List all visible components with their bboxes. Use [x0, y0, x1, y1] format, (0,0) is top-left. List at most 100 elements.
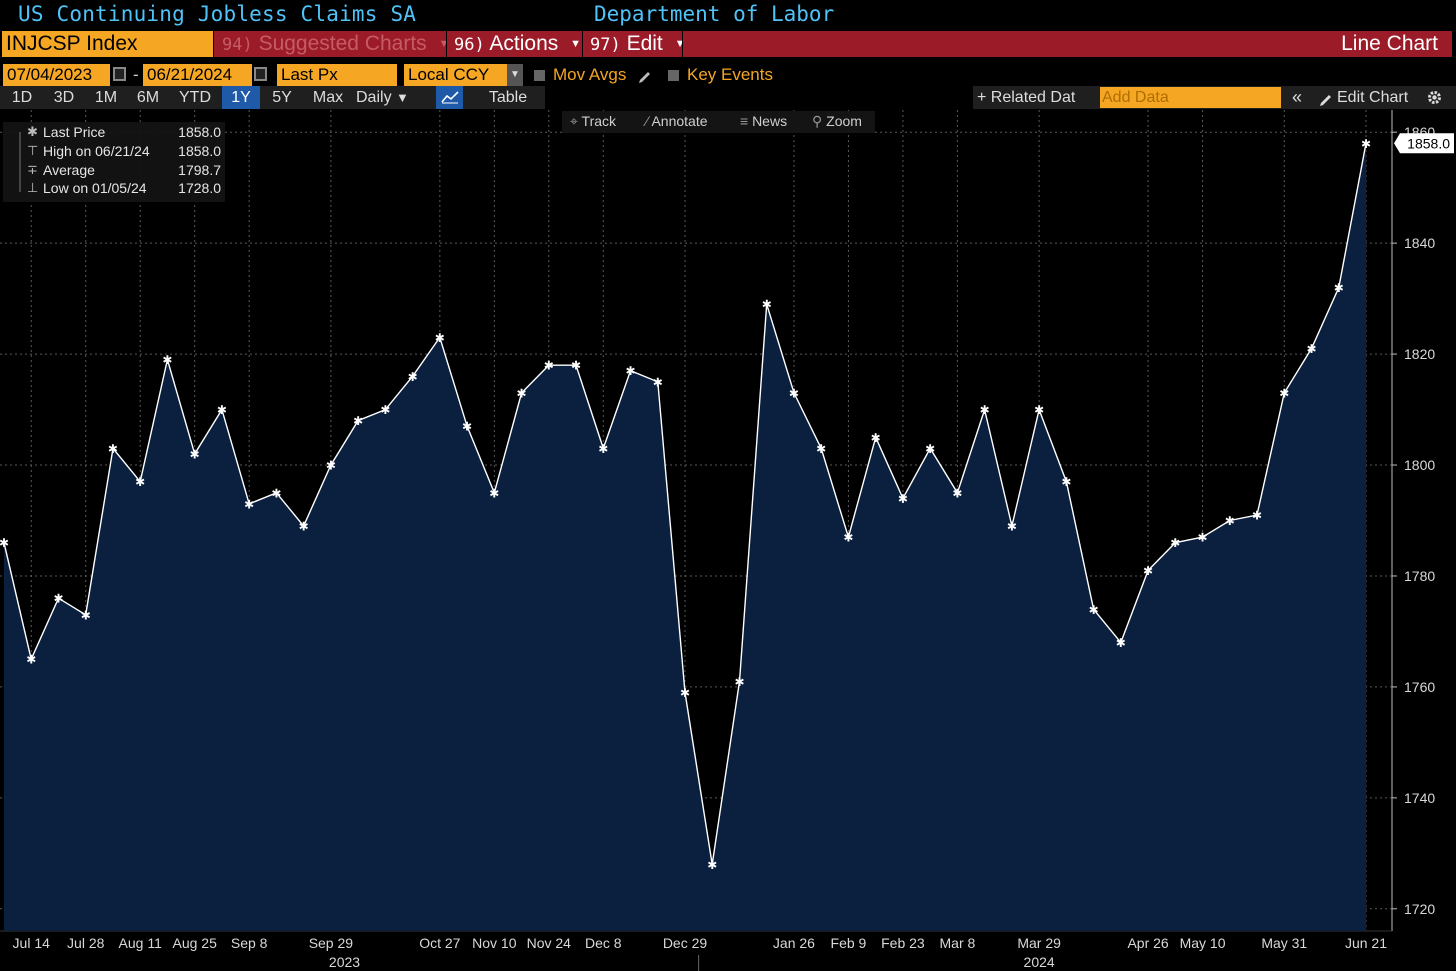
start-date-field[interactable]: 07/04/2023: [3, 64, 110, 86]
chevron-down-icon: ▼: [674, 38, 686, 51]
data-point: ✱: [734, 675, 744, 689]
key-events-toggle[interactable]: Key Events: [668, 64, 773, 86]
data-point: ✱: [816, 442, 826, 456]
data-point: ✱: [1306, 342, 1316, 356]
line-chart[interactable]: ✱ ✱ ✱ ✱ ✱ ✱ ✱ ✱ ✱ ✱ ✱ ✱ ✱ ✱ ✱ ✱ ✱ ✱ ✱ ✱ ✱ ✱ ✱ ✱ ✱ ✱ ✱ ✱ ✱ ✱ ✱ ✱ ✱ ✱ ✱ ✱ ✱ ✱ ✱ ✱…: [0, 110, 1456, 971]
mov-avgs-toggle[interactable]: Mov Avgs: [534, 64, 626, 86]
chart-tools: ⌖ Track ∕ Annotate ≡ News ⚲ Zoom: [562, 111, 875, 133]
data-point: ✱: [1061, 475, 1071, 489]
x-tick-label: May 10: [1180, 935, 1226, 951]
data-point: ✱: [26, 653, 36, 667]
pencil-icon[interactable]: [1318, 90, 1334, 106]
end-date-field[interactable]: 06/21/2024: [143, 64, 252, 86]
gear-icon[interactable]: [1426, 89, 1443, 106]
actions-menu[interactable]: 96) Actions ▼: [454, 31, 581, 57]
data-point: ✱: [489, 486, 499, 500]
year-label: 2023: [329, 954, 360, 970]
high-marker-icon: ⊤: [27, 143, 39, 158]
calendar-icon[interactable]: [254, 67, 267, 81]
price-line: [3, 143, 1367, 865]
date-dash: -: [133, 65, 139, 84]
data-point: ✱: [1143, 564, 1153, 578]
data-point: ✱: [53, 592, 63, 606]
menu-divider: [582, 31, 583, 57]
mov-avgs-label: Mov Avgs: [553, 65, 627, 84]
legend-value: 1858.0: [178, 124, 221, 140]
zoom-tool[interactable]: ⚲ Zoom: [812, 113, 862, 130]
y-tick-label: 1780: [1404, 568, 1435, 584]
data-point: ✱: [871, 431, 881, 445]
suggested-charts-label: Suggested Charts: [258, 32, 427, 55]
data-point: ✱: [326, 459, 336, 473]
data-point: ✱: [108, 442, 118, 456]
y-tick-label: 1740: [1404, 790, 1435, 806]
table-button[interactable]: Table: [488, 89, 528, 106]
chevron-down-icon: ▼: [570, 38, 582, 51]
menu-divider: [446, 31, 447, 57]
double-chevron-left-icon[interactable]: «: [1291, 87, 1302, 107]
area-fill: [4, 143, 1366, 932]
legend-label: Low on 01/05/24: [43, 180, 147, 196]
news-tool[interactable]: ≡ News: [740, 113, 787, 129]
data-point: ✱: [1198, 531, 1208, 545]
frequency-label: Daily: [356, 89, 392, 106]
related-data-button[interactable]: + Related Dat: [977, 89, 1076, 106]
data-point: ✱: [625, 364, 635, 378]
chevron-down-icon: ▼: [396, 90, 409, 105]
edit-menu[interactable]: 97) Edit ▼: [590, 31, 685, 57]
data-point: ✱: [1007, 520, 1017, 534]
calendar-icon[interactable]: [113, 67, 126, 81]
legend-value: 1728.0: [178, 180, 221, 196]
pencil-icon[interactable]: [637, 67, 653, 83]
security-title: US Continuing Jobless Claims SA: [18, 2, 417, 26]
y-tick-label: 1760: [1404, 679, 1435, 695]
period-6m[interactable]: 6M: [136, 89, 160, 106]
data-point: ✱: [843, 531, 853, 545]
date-settings-row: 07/04/2023 - 06/21/2024 Last Px Local CC…: [0, 63, 1456, 87]
edit-label: Edit: [626, 32, 663, 55]
data-point: ✱: [925, 442, 935, 456]
currency-select[interactable]: Local CCY: [404, 64, 508, 86]
chevron-down-icon[interactable]: ▼: [507, 64, 523, 86]
checkbox-icon[interactable]: [668, 70, 679, 81]
checkbox-icon[interactable]: [534, 70, 545, 81]
period-5y[interactable]: 5Y: [272, 89, 292, 106]
period-selector-row: 1D 3D 1M 6M YTD 1Y 5Y Max Daily ▼ Table …: [0, 86, 1456, 110]
x-tick-label: Sep 8: [231, 935, 268, 951]
y-tick-label: 1800: [1404, 457, 1435, 473]
suggested-charts-menu[interactable]: 94) Suggested Charts ▼: [222, 31, 449, 57]
track-tool[interactable]: ⌖ Track: [570, 113, 616, 130]
annotate-label: Annotate: [651, 113, 708, 129]
x-tick-label: Nov 24: [527, 935, 572, 951]
line-chart-icon[interactable]: [436, 86, 463, 109]
legend-bracket: [19, 132, 21, 192]
add-data-input[interactable]: Add Data: [1100, 87, 1281, 108]
x-tick-label: Jun 21: [1345, 935, 1387, 951]
period-1m[interactable]: 1M: [94, 89, 118, 106]
x-tick-label: May 31: [1261, 935, 1307, 951]
period-1y[interactable]: 1Y: [222, 86, 260, 109]
data-point: ✱: [653, 375, 663, 389]
data-point: ✱: [898, 492, 908, 506]
ticker-field[interactable]: INJCSP Index: [2, 31, 213, 57]
chart-type-label[interactable]: Line Chart: [1341, 32, 1438, 55]
period-max[interactable]: Max: [312, 89, 344, 106]
track-label: Track: [581, 113, 617, 129]
suggested-charts-number: 94): [222, 35, 253, 55]
price-field-select[interactable]: Last Px: [277, 64, 397, 86]
frequency-select[interactable]: Daily ▼: [356, 86, 422, 109]
period-ytd[interactable]: YTD: [179, 89, 211, 106]
period-1d[interactable]: 1D: [11, 89, 33, 106]
data-point: ✱: [680, 686, 690, 700]
last-price-flag: [1394, 133, 1454, 154]
period-3d[interactable]: 3D: [53, 89, 75, 106]
chart-legend: ✱ Last Price 1858.0 ⊤ High on 06/21/24 1…: [3, 122, 225, 202]
command-menu-bar: 94) Suggested Charts ▼ 96) Actions ▼ 97)…: [214, 31, 1452, 57]
actions-label: Actions: [489, 32, 559, 55]
annotate-tool[interactable]: ∕ Annotate: [646, 113, 708, 129]
data-point: ✱: [1334, 281, 1344, 295]
source-label: Department of Labor: [594, 2, 835, 26]
data-point: ✱: [598, 442, 608, 456]
edit-chart-button[interactable]: Edit Chart: [1337, 89, 1409, 106]
news-icon: ≡: [740, 113, 749, 129]
